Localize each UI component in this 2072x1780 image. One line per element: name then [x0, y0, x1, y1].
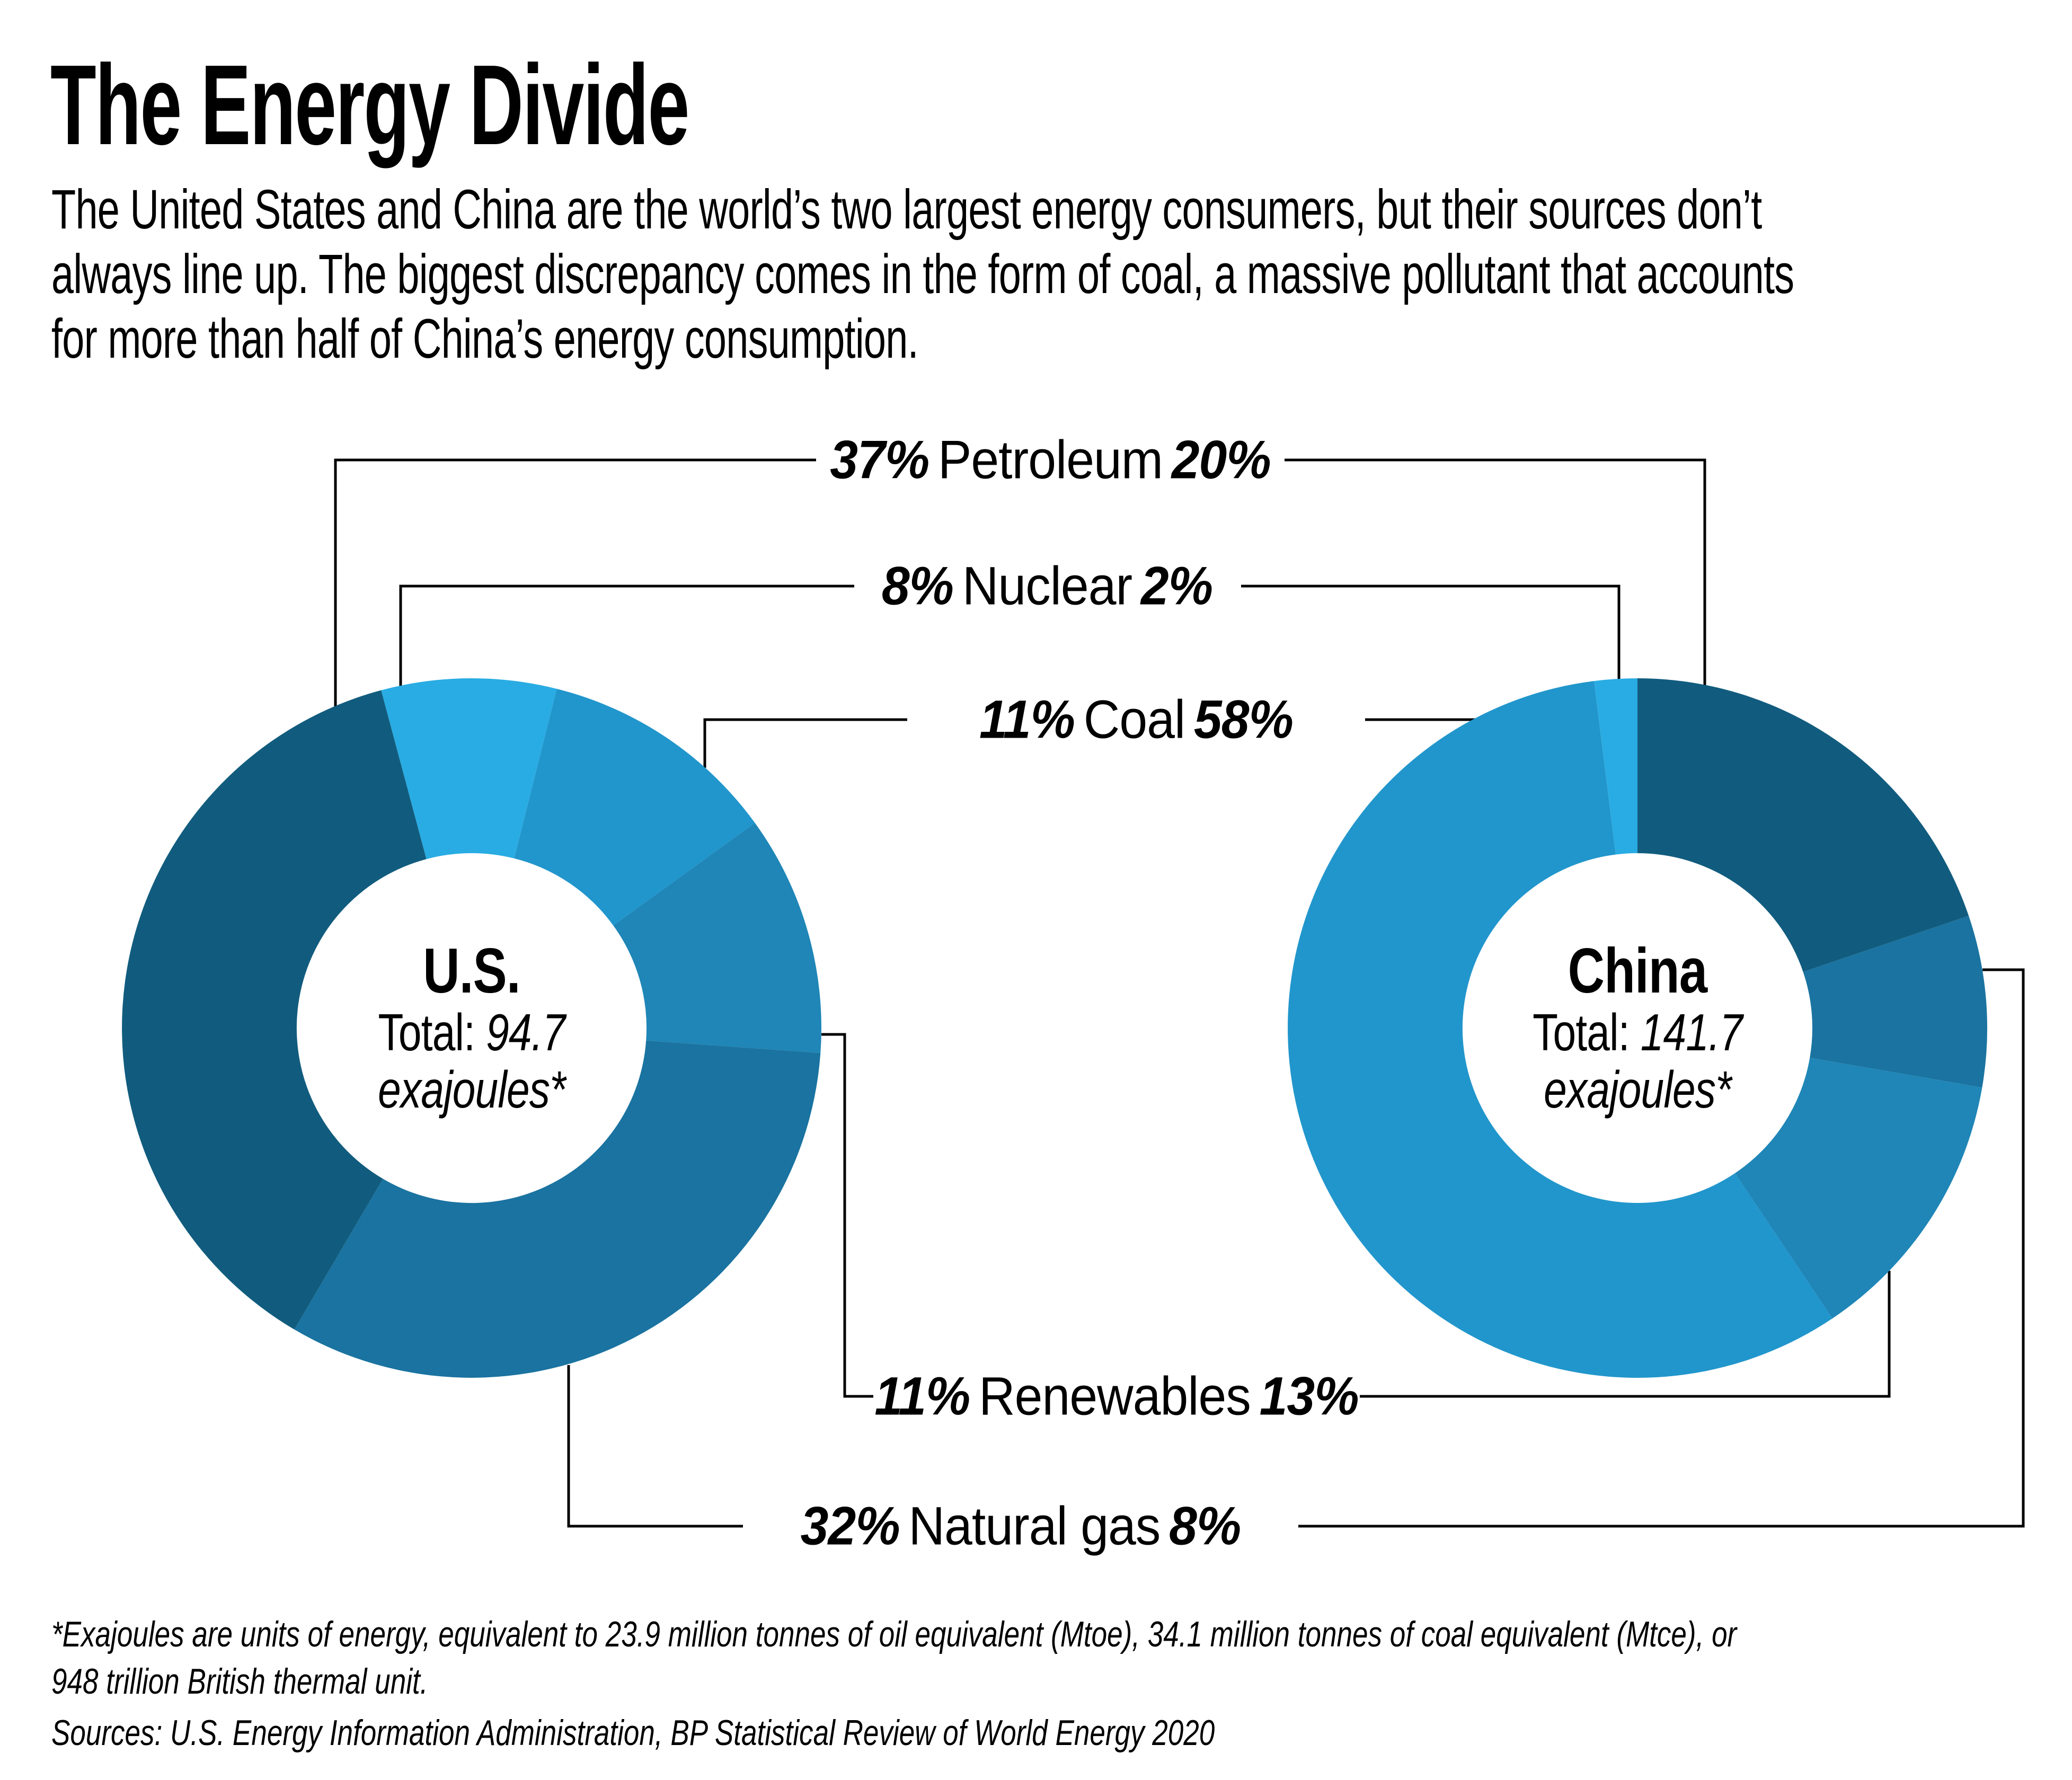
us-coal-pct: 11%: [979, 689, 1075, 750]
nuclear-category-label: Nuclear: [962, 555, 1132, 616]
intro-paragraph: The United States and China are the worl…: [51, 179, 1794, 370]
us-natural-gas-pct: 32%: [800, 1495, 900, 1556]
us-renewables-pct: 11%: [874, 1366, 970, 1427]
china-donut-chart: [1288, 678, 1988, 1378]
label-row-petroleum: 37% Petroleum 20%: [821, 429, 1279, 491]
china-coal-pct: 58%: [1193, 689, 1294, 750]
china-donut-center-label: China Total: 141.7 exajoules*: [1476, 938, 1799, 1118]
renewables-category-label: Renewables: [979, 1366, 1251, 1427]
china-segment-petroleum: [1637, 678, 1969, 972]
connector-renewables-china: [1360, 1271, 1891, 1398]
connector-natural-gas-china: [1298, 968, 2025, 1528]
connector-petroleum-us: [334, 458, 816, 708]
china-segment-renewables: [1734, 1058, 1982, 1319]
china-segment-coal: [1288, 681, 1832, 1378]
connector-nuclear-china: [1241, 585, 1621, 680]
label-row-nuclear: 8% Nuclear 2%: [873, 555, 1221, 617]
us-unit: exajoules*: [378, 1060, 566, 1119]
china-unit: exajoules*: [1544, 1060, 1732, 1119]
us-petroleum-pct: 37%: [830, 429, 929, 490]
footnote: *Exajoules are units of energy, equivale…: [51, 1614, 1737, 1702]
us-donut-center-label: U.S. Total: 94.7 exajoules*: [311, 938, 633, 1118]
page-title: The Energy Divide: [50, 41, 689, 169]
china-renewables-pct: 13%: [1259, 1366, 1359, 1427]
us-total: Total: 94.7: [311, 1004, 633, 1061]
china-natural-gas-pct: 8%: [1169, 1495, 1241, 1556]
us-total-value: 94.7: [486, 1003, 565, 1061]
us-segment-natural-gas: [294, 1040, 821, 1378]
connector-natural-gas-us: [567, 1365, 743, 1528]
china-total-value: 141.7: [1640, 1003, 1743, 1061]
petroleum-category-label: Petroleum: [938, 429, 1163, 490]
label-row-coal: 11% Coal 58%: [970, 689, 1301, 751]
us-segment-coal: [514, 688, 755, 926]
china-name: China: [1568, 935, 1707, 1006]
us-donut-chart: [122, 678, 821, 1378]
us-segment-nuclear: [381, 678, 557, 860]
connector-coal-us: [703, 718, 907, 768]
connector-renewables-us: [821, 1033, 873, 1398]
coal-category-label: Coal: [1083, 689, 1185, 750]
china-total: Total: 141.7: [1476, 1004, 1799, 1061]
label-row-renewables: 11% Renewables 13%: [866, 1366, 1368, 1428]
natural-gas-category-label: Natural gas: [908, 1495, 1161, 1556]
china-segment-natural-gas: [1803, 916, 1988, 1088]
china-total-prefix: Total:: [1533, 1003, 1630, 1061]
us-segment-renewables: [613, 822, 821, 1053]
us-name: U.S.: [423, 935, 520, 1006]
connector-nuclear-us: [399, 585, 854, 687]
china-nuclear-pct: 2%: [1140, 555, 1213, 616]
sources-line: Sources: U.S. Energy Information Adminis…: [51, 1713, 1215, 1753]
china-segment-nuclear: [1594, 678, 1637, 855]
us-total-prefix: Total:: [378, 1003, 475, 1061]
china-petroleum-pct: 20%: [1171, 429, 1271, 490]
us-nuclear-pct: 8%: [881, 555, 954, 616]
connector-petroleum-china: [1285, 458, 1706, 686]
label-row-natural-gas: 32% Natural gas 8%: [792, 1495, 1250, 1557]
us-segment-petroleum: [122, 690, 427, 1330]
